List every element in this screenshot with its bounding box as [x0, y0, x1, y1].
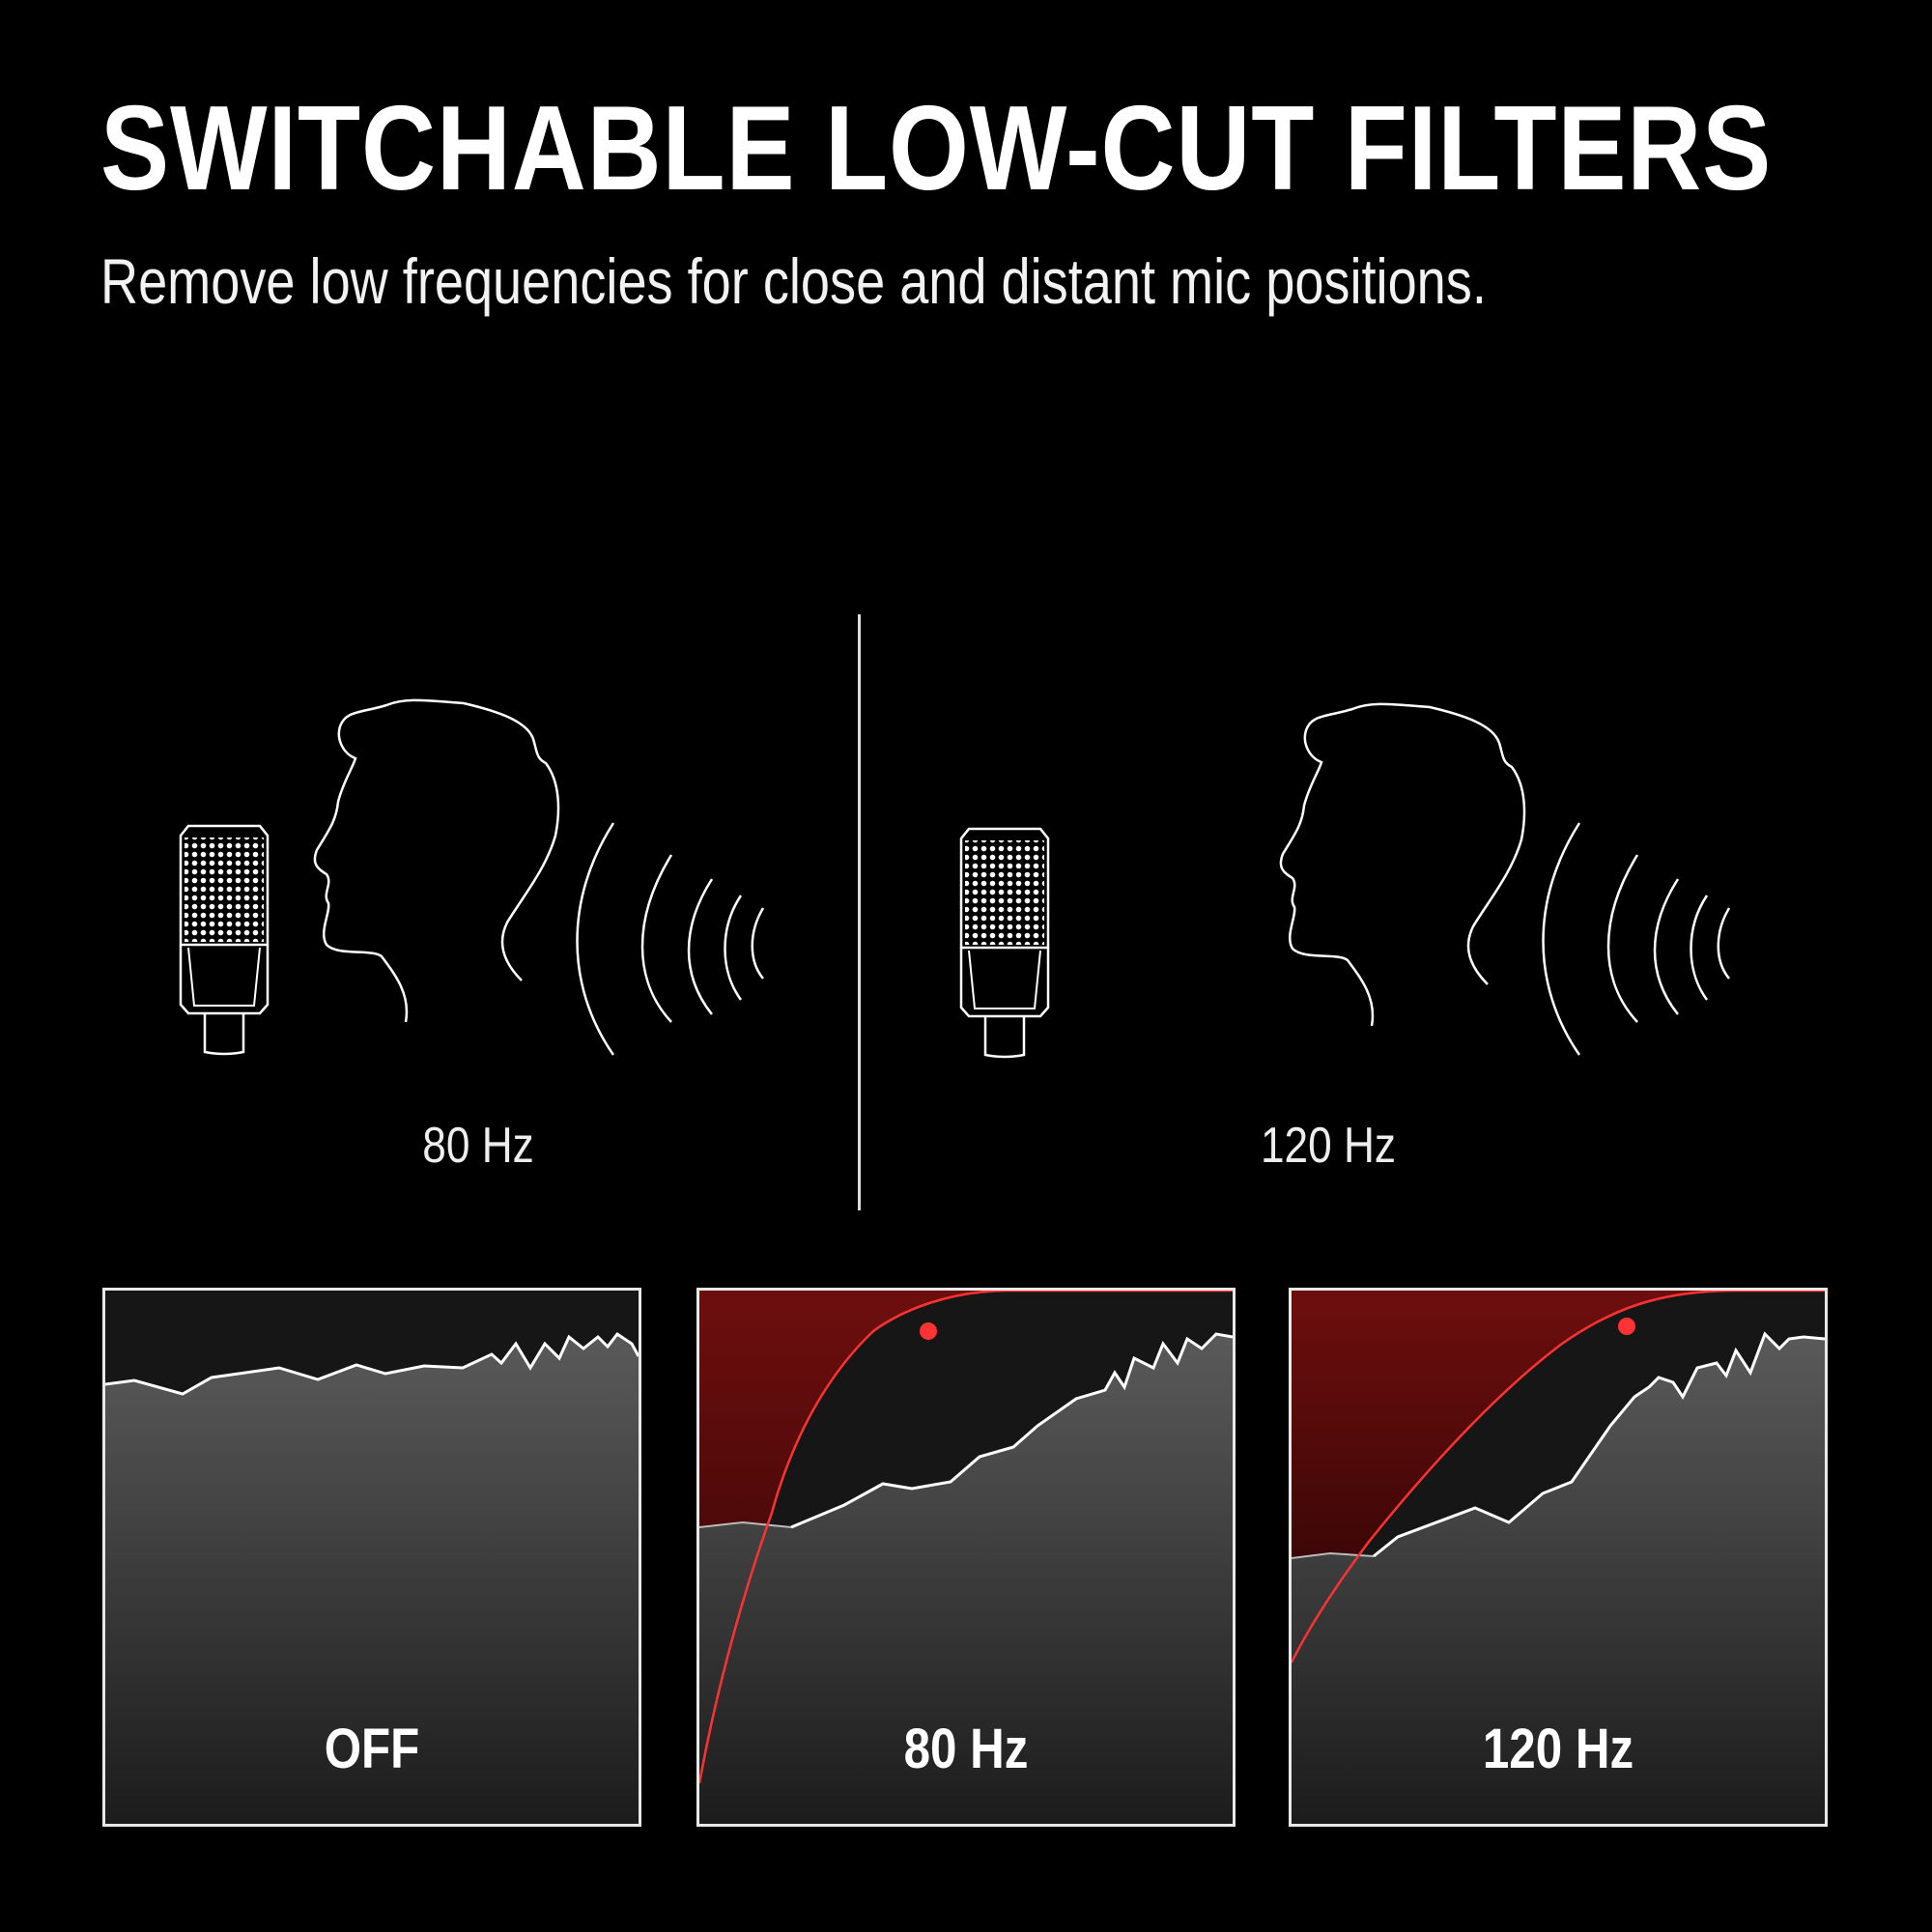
caption-120hz: 120 Hz: [1260, 1118, 1397, 1174]
spectrum-panel-80hz: 80 Hz: [696, 1288, 1236, 1827]
spectrum-line-cut: [699, 1520, 792, 1528]
panel-label: OFF: [324, 1718, 420, 1780]
page-subtitle: Remove low frequencies for close and dis…: [100, 245, 1487, 317]
spectrum-fill: [105, 1334, 639, 1824]
filter-region: [1292, 1291, 1825, 1662]
spectrum-fill: [699, 1334, 1233, 1824]
filter-cutoff-point: [920, 1322, 937, 1340]
head-profile-icon: [1279, 702, 1526, 1028]
sound-waves-icon: [576, 821, 765, 1057]
filter-region: [699, 1291, 1233, 1783]
panel-label: 80 Hz: [903, 1718, 1029, 1780]
spectrum-panel-off: OFF: [102, 1288, 641, 1827]
page-title: SWITCHABLE LOW-CUT FILTERS: [100, 82, 1773, 215]
spectrum-fill: [1292, 1334, 1825, 1824]
filter-curve: [699, 1291, 1233, 1784]
illustration-area: [179, 698, 1731, 1059]
microphone-icon: [179, 824, 270, 1056]
caption-80hz: 80 Hz: [422, 1118, 534, 1174]
spectrum-line: [105, 1331, 639, 1396]
sound-waves-icon: [1542, 821, 1731, 1057]
spectrum-line: [790, 1332, 1233, 1529]
illustration-120hz: [959, 702, 1731, 1059]
spectrum-panel-120hz: 120 Hz: [1289, 1288, 1828, 1827]
head-profile-icon: [313, 698, 560, 1024]
divider: [858, 614, 861, 1210]
filter-cutoff-point: [1618, 1318, 1635, 1335]
panel-label: 120 Hz: [1482, 1718, 1634, 1780]
spectrum-line: [1373, 1331, 1825, 1558]
filter-curve: [1292, 1291, 1825, 1663]
microphone-icon: [959, 827, 1050, 1059]
illustration-80hz: [179, 698, 765, 1057]
